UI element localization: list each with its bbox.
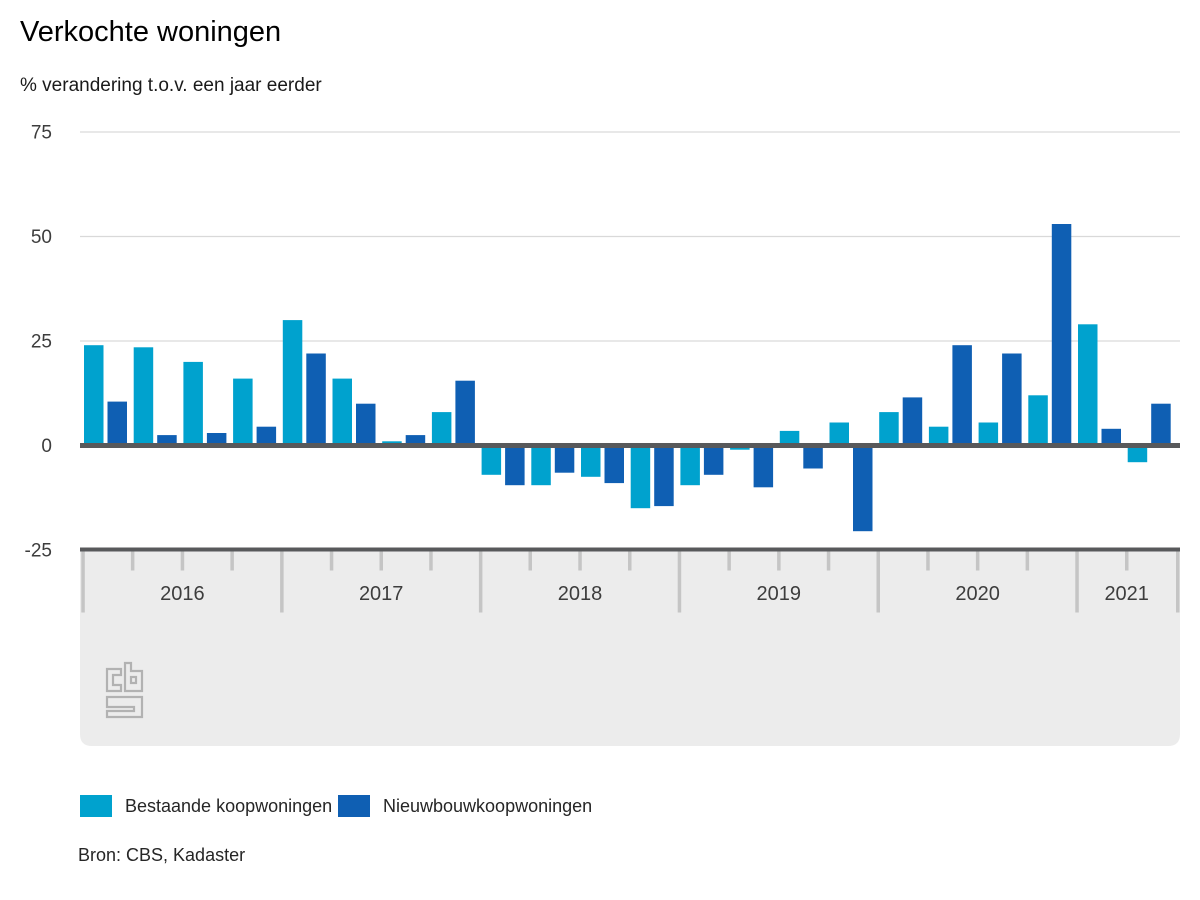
chart-svg: 75 50 25 0 -25 2016 2017 2018 2019 2020 2021 xyxy=(25,123,1180,746)
bar-nieuwbouw-2021-Q1 xyxy=(1101,428,1121,446)
bar-bestaande-2017-Q4 xyxy=(431,412,452,446)
bar-bestaande-2021-Q2 xyxy=(1127,445,1148,463)
y-tick-label: 75 xyxy=(31,123,52,144)
bar-bestaande-2020-Q3 xyxy=(978,422,999,446)
bar-bestaande-2019-Q1 xyxy=(680,445,700,486)
year-tick xyxy=(81,551,85,613)
quarter-tick xyxy=(777,551,781,571)
year-tick xyxy=(1075,551,1079,613)
bar-nieuwbouw-2018-Q2 xyxy=(554,445,575,473)
bar-nieuwbouw-2017-Q3 xyxy=(405,435,426,446)
quarter-tick xyxy=(429,551,433,571)
quarter-tick xyxy=(130,551,135,571)
y-tick-label: 25 xyxy=(31,332,52,353)
quarter-tick xyxy=(727,551,731,571)
quarter-tick xyxy=(528,551,532,571)
chart-title: Verkochte woningen xyxy=(20,16,282,48)
year-tick xyxy=(478,551,483,613)
bar-bestaande-2019-Q4 xyxy=(829,422,849,446)
bar-nieuwbouw-2019-Q1 xyxy=(703,445,724,475)
bar-nieuwbouw-2021-Q2 xyxy=(1151,403,1171,446)
bar-bestaande-2021-Q1 xyxy=(1078,324,1098,446)
bar-nieuwbouw-2018-Q4 xyxy=(654,445,674,507)
quarter-tick xyxy=(975,551,980,571)
cbs-logo xyxy=(105,661,144,719)
cbs-logo-s xyxy=(105,695,144,719)
legend-item-bestaande: Bestaande koopwoningen xyxy=(80,795,332,817)
bar-nieuwbouw-2019-Q2 xyxy=(753,445,774,488)
year-label: 2017 xyxy=(359,583,404,605)
legend-label-nieuwbouw: Nieuwbouwkoopwoningen xyxy=(383,795,593,816)
quarter-tick xyxy=(329,551,334,571)
chart-subtitle: % verandering t.o.v. een jaar eerder xyxy=(20,75,322,96)
bar-nieuwbouw-2018-Q3 xyxy=(604,445,624,484)
bar-bestaande-2018-Q1 xyxy=(481,445,502,475)
bar-bestaande-2016-Q3 xyxy=(183,361,203,446)
bar-nieuwbouw-2016-Q4 xyxy=(256,426,277,446)
bar-chart: 75 50 25 0 -25 2016 2017 2018 2019 2020 2021 xyxy=(25,123,1180,746)
year-tick xyxy=(280,551,284,613)
quarter-tick xyxy=(628,551,632,571)
bar-bestaande-2020-Q1 xyxy=(879,412,899,446)
bar-bestaande-2018-Q2 xyxy=(531,445,551,486)
zero-line xyxy=(80,443,1180,448)
quarter-tick xyxy=(230,551,234,571)
bar-bestaande-2020-Q2 xyxy=(928,426,949,446)
bar-bestaande-2018-Q4 xyxy=(630,445,651,509)
bar-nieuwbouw-2019-Q3 xyxy=(803,445,823,469)
quarter-tick xyxy=(1025,551,1030,571)
bar-bestaande-2019-Q3 xyxy=(779,430,800,446)
quarter-tick xyxy=(926,551,930,571)
legend-swatch-nieuwbouw xyxy=(338,795,370,817)
legend-label-bestaande: Bestaande koopwoningen xyxy=(125,795,333,816)
quarter-tick xyxy=(379,551,383,571)
bar-nieuwbouw-2018-Q1 xyxy=(505,445,525,486)
bar-nieuwbouw-2016-Q1 xyxy=(107,401,127,446)
bar-nieuwbouw-2020-Q2 xyxy=(952,345,972,446)
bar-nieuwbouw-2017-Q2 xyxy=(356,403,376,446)
x-axis-line xyxy=(80,547,1180,552)
quarter-tick xyxy=(826,551,831,571)
cbs-logo-b-counter xyxy=(129,675,138,685)
bar-bestaande-2016-Q1 xyxy=(84,345,104,446)
bar-bestaande-2018-Q3 xyxy=(581,445,601,477)
x-axis-band xyxy=(80,551,1180,746)
legend-item-nieuwbouw: Nieuwbouwkoopwoningen xyxy=(338,795,592,817)
bar-nieuwbouw-2016-Q2 xyxy=(157,435,177,446)
year-tick xyxy=(876,551,880,613)
year-label: 2016 xyxy=(160,583,205,605)
year-label: 2018 xyxy=(558,583,603,605)
bar-nieuwbouw-2017-Q1 xyxy=(306,353,326,446)
quarter-tick xyxy=(180,551,185,571)
bar-bestaande-2016-Q4 xyxy=(233,378,253,446)
year-tick xyxy=(677,551,682,613)
bar-bestaande-2017-Q2 xyxy=(332,378,352,446)
legend-swatch-bestaande xyxy=(80,795,112,817)
quarter-tick xyxy=(1125,551,1129,571)
y-tick-label: -25 xyxy=(25,541,52,562)
year-label: 2019 xyxy=(757,583,802,605)
bar-bestaande-2017-Q1 xyxy=(282,320,303,446)
cbs-logo-c xyxy=(105,667,123,693)
cbs-logo-b xyxy=(123,661,144,693)
year-tick-end xyxy=(1176,551,1180,613)
bar-bestaande-2020-Q4 xyxy=(1028,395,1048,446)
bar-nieuwbouw-2020-Q3 xyxy=(1002,353,1022,446)
bar-bestaande-2016-Q2 xyxy=(133,347,154,446)
bar-nieuwbouw-2017-Q4 xyxy=(455,380,475,446)
year-label: 2020 xyxy=(955,583,1000,605)
y-tick-label: 50 xyxy=(31,227,52,248)
y-tick-label: 0 xyxy=(41,436,52,457)
year-label: 2021 xyxy=(1104,583,1149,605)
bar-nieuwbouw-2020-Q1 xyxy=(902,397,923,446)
source-text: Bron: CBS, Kadaster xyxy=(78,845,246,865)
quarter-tick xyxy=(578,551,582,571)
bar-nieuwbouw-2016-Q3 xyxy=(206,433,227,446)
bar-nieuwbouw-2019-Q4 xyxy=(853,445,873,532)
bar-nieuwbouw-2020-Q4 xyxy=(1051,224,1072,446)
